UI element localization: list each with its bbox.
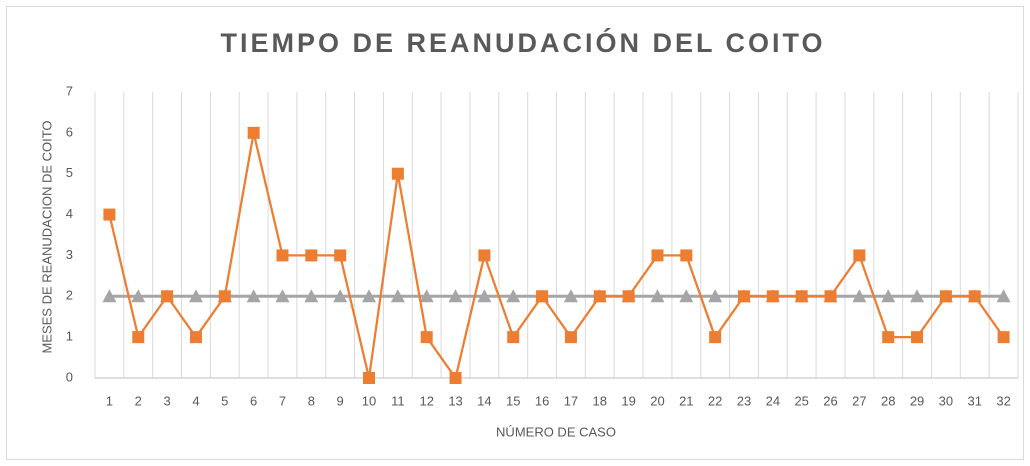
marker (996, 289, 1011, 303)
series-line (108, 132, 1005, 381)
marker (939, 290, 952, 303)
marker (477, 289, 492, 303)
marker (882, 331, 895, 344)
y-tick-label: 2 (66, 288, 73, 303)
marker (246, 289, 261, 303)
x-tick-label: 8 (308, 393, 315, 408)
marker (161, 290, 174, 303)
x-tick-label: 3 (163, 393, 170, 408)
marker (766, 290, 779, 303)
marker (737, 290, 750, 303)
chart-title: TIEMPO DE REANUDACIÓN DEL COITO (220, 27, 825, 58)
marker (218, 290, 231, 303)
x-tick-label: 13 (448, 393, 462, 408)
x-tick-label: 9 (337, 393, 344, 408)
y-tick-label: 1 (66, 329, 73, 344)
marker (853, 249, 866, 262)
marker (968, 290, 981, 303)
x-tick-label: 16 (535, 393, 549, 408)
marker (680, 249, 693, 262)
marker (563, 289, 578, 303)
marker (622, 290, 635, 303)
chart-border (6, 6, 1024, 460)
marker (448, 289, 463, 303)
x-tick-label: 19 (621, 393, 635, 408)
x-tick-label: 4 (192, 393, 199, 408)
marker (910, 289, 925, 303)
marker (247, 126, 260, 139)
y-tick-label: 0 (66, 369, 73, 384)
x-tick-label: 32 (996, 393, 1010, 408)
x-tick-label: 2 (135, 393, 142, 408)
x-tick-label: 10 (362, 393, 376, 408)
x-tick-label: 18 (593, 393, 607, 408)
x-tick-label: 31 (968, 393, 982, 408)
x-tick-label: 6 (250, 393, 257, 408)
x-tick-label: 11 (391, 393, 405, 408)
x-tick-label: 17 (564, 393, 578, 408)
marker (102, 289, 117, 303)
marker (650, 289, 665, 303)
x-tick-label: 30 (939, 393, 953, 408)
x-tick-label: 22 (708, 393, 722, 408)
y-tick-label: 3 (66, 247, 73, 262)
marker (593, 290, 606, 303)
marker (911, 331, 924, 344)
marker (131, 289, 146, 303)
x-tick-label: 21 (679, 393, 693, 408)
x-tick-label: 26 (823, 393, 837, 408)
marker (362, 289, 377, 303)
marker (507, 331, 520, 344)
marker (709, 331, 722, 344)
marker (881, 289, 896, 303)
marker (651, 249, 664, 262)
x-tick-label: 24 (766, 393, 780, 408)
x-tick-label: 23 (737, 393, 751, 408)
marker (997, 331, 1010, 344)
marker (132, 331, 145, 344)
y-tick-label: 5 (66, 165, 73, 180)
marker (824, 290, 837, 303)
marker (449, 372, 462, 384)
x-tick-label: 5 (221, 393, 228, 408)
marker (305, 249, 318, 262)
x-tick-label: 27 (852, 393, 866, 408)
marker (852, 289, 867, 303)
marker (276, 249, 289, 262)
marker (506, 289, 521, 303)
marker (363, 372, 376, 384)
x-tick-label: 14 (477, 393, 491, 408)
x-tick-label: 15 (506, 393, 520, 408)
y-tick-label: 4 (66, 206, 73, 221)
marker (536, 290, 549, 303)
marker (390, 289, 405, 303)
marker (275, 289, 290, 303)
marker (419, 289, 434, 303)
marker (304, 289, 319, 303)
x-axis-label: NÚMERO DE CASO (496, 424, 616, 439)
x-tick-label: 28 (881, 393, 895, 408)
marker (564, 331, 577, 344)
y-tick-label: 6 (66, 124, 73, 139)
marker (679, 289, 694, 303)
marker (103, 208, 116, 221)
marker (333, 289, 348, 303)
x-tick-label: 20 (650, 393, 664, 408)
marker (391, 167, 404, 180)
marker (420, 331, 433, 344)
x-tick-label: 7 (279, 393, 286, 408)
x-tick-label: 29 (910, 393, 924, 408)
marker (188, 289, 203, 303)
marker (708, 289, 723, 303)
marker (334, 249, 347, 262)
x-tick-label: 1 (106, 393, 113, 408)
x-tick-label: 25 (794, 393, 808, 408)
y-axis-label: MESES DE REANUDACION DE COITO (39, 120, 54, 353)
x-tick-label: 12 (419, 393, 433, 408)
marker (478, 249, 491, 262)
y-tick-label: 7 (66, 83, 73, 98)
marker (795, 290, 808, 303)
marker (189, 331, 202, 344)
